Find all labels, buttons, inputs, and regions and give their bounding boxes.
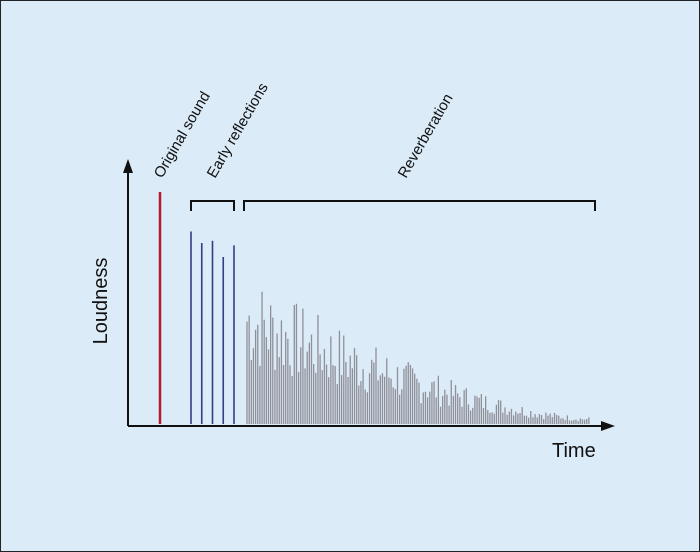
- x-axis-arrowhead: [601, 421, 615, 431]
- early-reflection-impulses: [191, 231, 234, 424]
- reverberation-label: Reverberation: [395, 91, 457, 181]
- x-axis-title: Time: [552, 440, 596, 462]
- y-axis-title: Loudness: [90, 258, 112, 345]
- early-reflections-label: Early reflections: [204, 80, 272, 181]
- original-sound-label: Original sound: [151, 89, 214, 181]
- reverberation-bracket: [244, 201, 595, 211]
- y-axis-arrowhead: [123, 159, 133, 173]
- early-reflections-bracket: [191, 201, 234, 211]
- reverberation-impulses: [247, 292, 589, 424]
